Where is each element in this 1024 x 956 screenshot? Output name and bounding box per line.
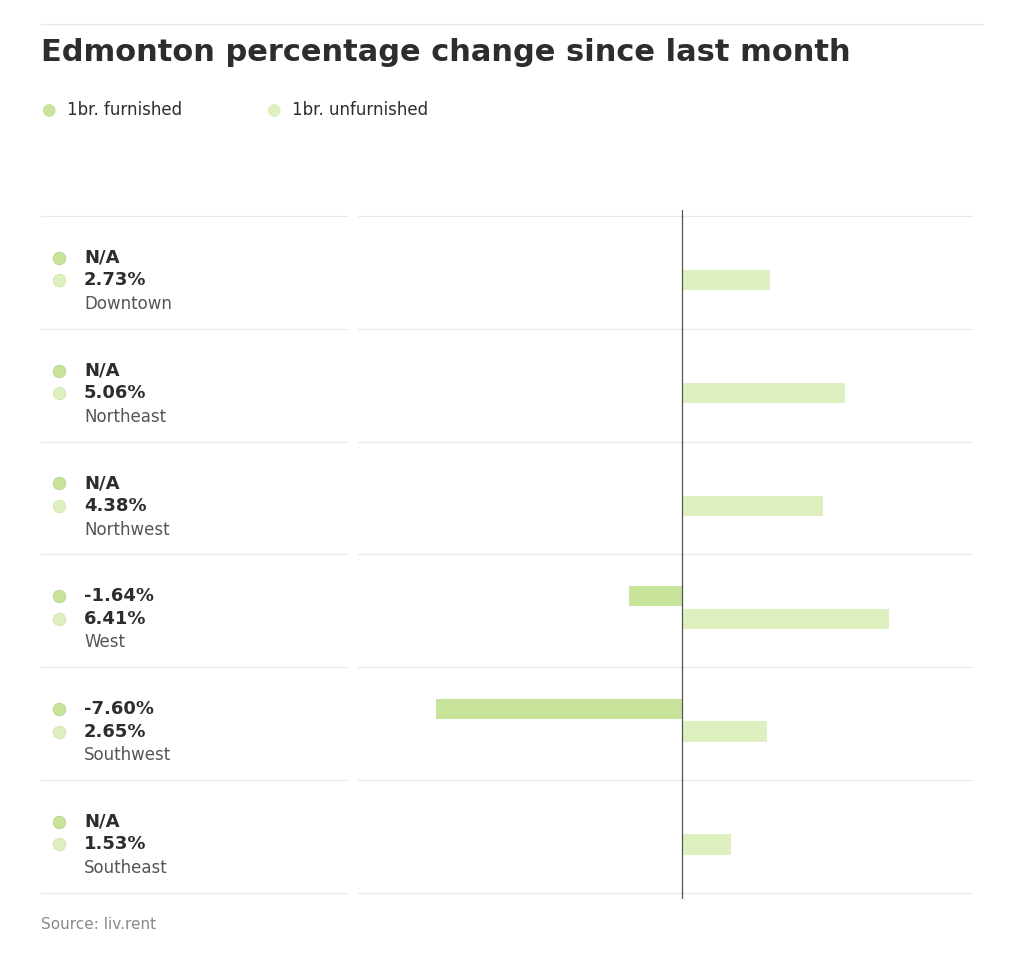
Bar (682, 722, 767, 742)
Text: 1br. unfurnished: 1br. unfurnished (292, 101, 428, 119)
Text: -1.64%: -1.64% (84, 587, 154, 605)
Text: 1.53%: 1.53% (84, 836, 146, 854)
Bar (436, 699, 682, 719)
Text: ●: ● (41, 101, 55, 119)
Text: Downtown: Downtown (84, 295, 172, 313)
Text: N/A: N/A (84, 813, 120, 831)
Text: N/A: N/A (84, 474, 120, 492)
Text: Source: liv.rent: Source: liv.rent (41, 917, 156, 932)
Text: Northwest: Northwest (84, 521, 170, 538)
Text: Southeast: Southeast (84, 859, 168, 878)
Bar (682, 383, 846, 403)
Text: Northeast: Northeast (84, 408, 166, 425)
Text: 1br. furnished: 1br. furnished (67, 101, 181, 119)
Text: 2.65%: 2.65% (84, 723, 146, 741)
Text: N/A: N/A (84, 249, 120, 267)
Bar (682, 609, 889, 629)
Text: 6.41%: 6.41% (84, 610, 146, 628)
Text: ●: ● (266, 101, 281, 119)
Text: 4.38%: 4.38% (84, 497, 146, 515)
Bar (629, 586, 682, 606)
Text: Edmonton percentage change since last month: Edmonton percentage change since last mo… (41, 38, 851, 67)
Text: N/A: N/A (84, 361, 120, 380)
Text: -7.60%: -7.60% (84, 700, 154, 718)
Text: West: West (84, 634, 125, 651)
Text: 5.06%: 5.06% (84, 384, 146, 402)
Bar (682, 496, 823, 516)
Text: 2.73%: 2.73% (84, 272, 146, 290)
Text: Southwest: Southwest (84, 747, 171, 765)
Bar (682, 271, 770, 291)
Bar (682, 835, 731, 855)
